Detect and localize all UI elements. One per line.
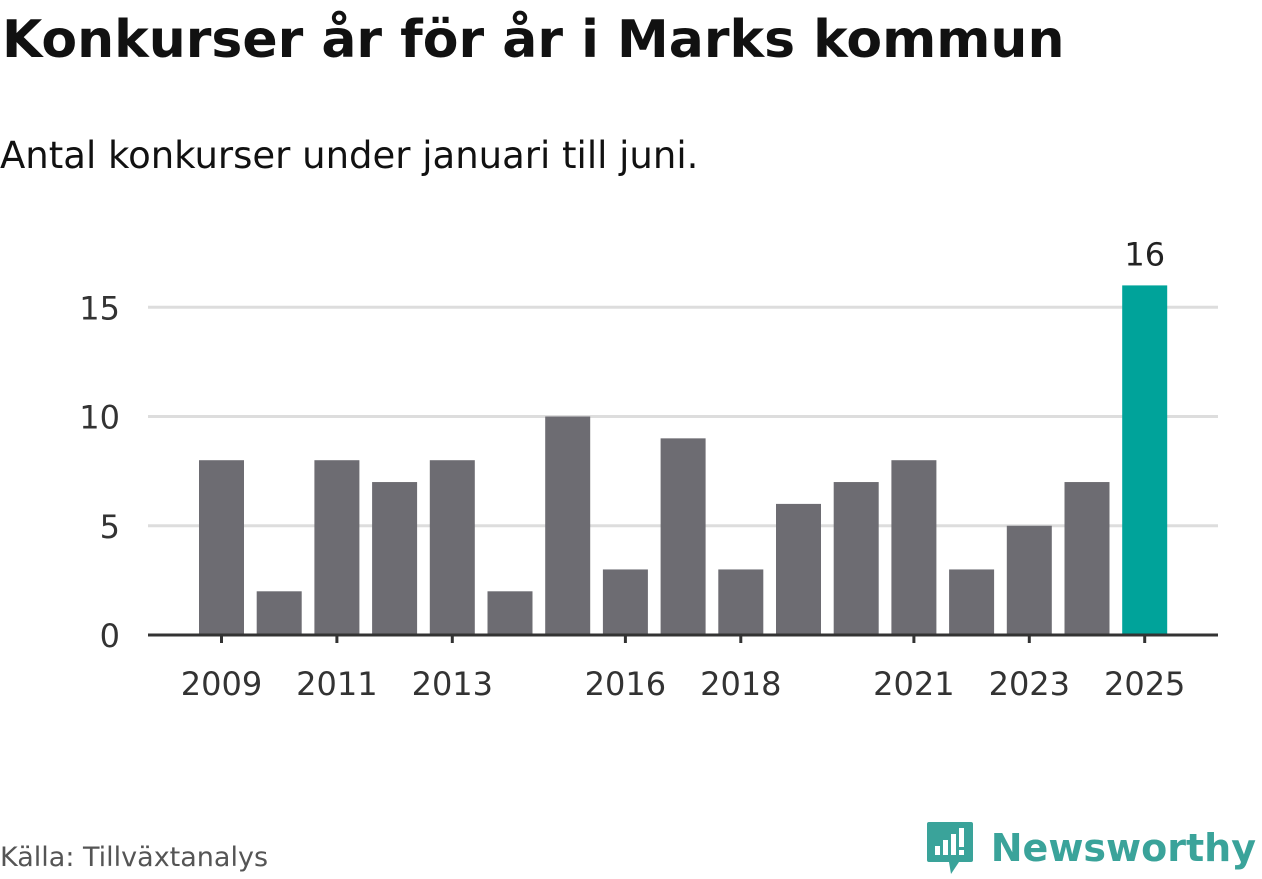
- x-tick-label: 2011: [296, 665, 377, 703]
- brand-logo: Newsworthy: [925, 820, 1256, 876]
- x-tick-label: 2013: [412, 665, 493, 703]
- bar-2011: [314, 460, 360, 635]
- bar-2021: [891, 460, 937, 635]
- x-tick-label: 2009: [181, 665, 262, 703]
- bar-2017: [660, 438, 706, 635]
- bar-2023: [1006, 525, 1052, 635]
- bar-2015: [545, 416, 591, 635]
- y-tick-label: 0: [100, 617, 120, 655]
- x-tick-label: 2016: [585, 665, 666, 703]
- bar-2013: [429, 460, 475, 635]
- newsworthy-logo-icon: [926, 822, 973, 874]
- y-tick-label: 10: [79, 399, 120, 437]
- y-tick-label: 5: [100, 508, 120, 546]
- y-tick-label: 15: [79, 289, 120, 327]
- x-tick-label: 2021: [873, 665, 954, 703]
- bar-2020: [833, 482, 879, 635]
- bar-2019: [776, 503, 821, 635]
- bar-2012: [372, 482, 418, 635]
- source-note: Källa: Tillväxtanalys: [0, 842, 269, 873]
- bar-2022: [949, 569, 995, 635]
- x-tick-label: 2023: [989, 665, 1070, 703]
- bar-2010: [256, 591, 302, 635]
- x-tick-label: 2018: [700, 665, 781, 703]
- bar-2018: [718, 569, 764, 635]
- chart-subtitle: Antal konkurser under januari till juni.: [0, 134, 699, 177]
- bar-2014: [487, 591, 533, 635]
- chart-title: Konkurser år för år i Marks kommun: [2, 10, 1065, 70]
- bar-2016: [602, 569, 648, 635]
- bar-2009: [199, 460, 244, 635]
- data-label: 16: [1124, 235, 1165, 273]
- brand-name: Newsworthy: [990, 826, 1256, 870]
- bar-2025: [1122, 285, 1168, 635]
- x-tick-label: 2025: [1104, 665, 1185, 703]
- bar-2024: [1064, 482, 1110, 635]
